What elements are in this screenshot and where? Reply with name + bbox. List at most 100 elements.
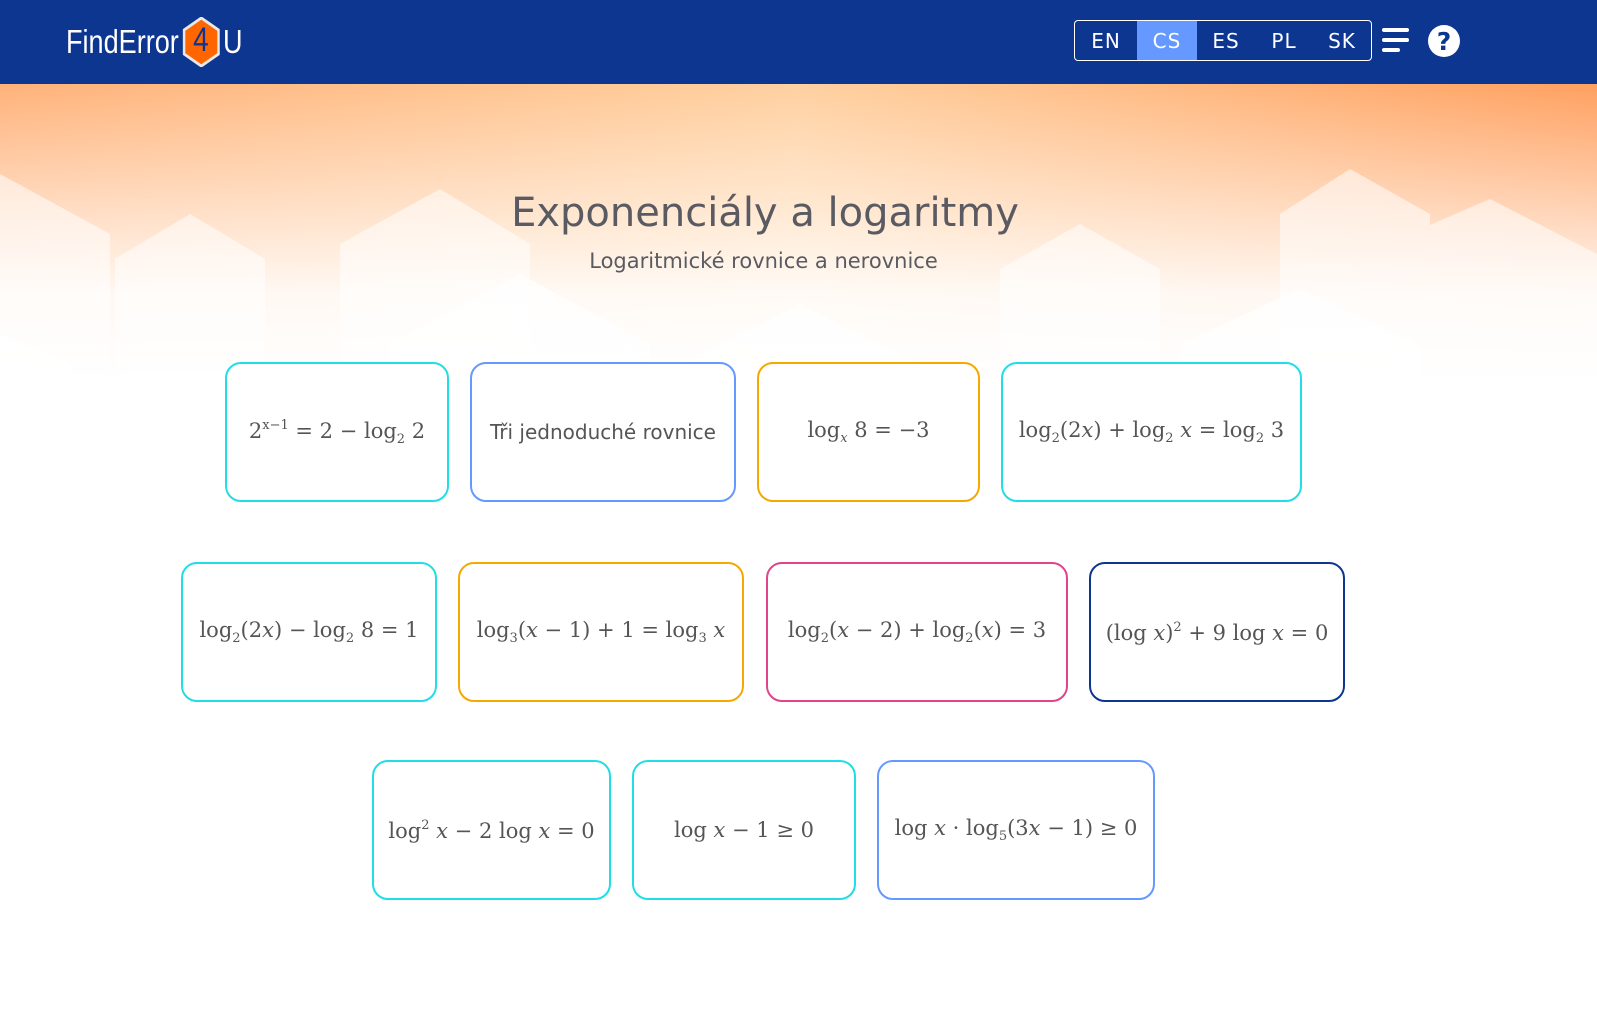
language-es[interactable]: ES [1212, 28, 1240, 53]
hero-background [0, 84, 1597, 384]
logo-digit: 4 [193, 21, 209, 59]
math-segment: x [1153, 620, 1166, 645]
exercise-card[interactable]: 2x−1 = 2 − log2 2 [225, 362, 449, 502]
math-segment: x [436, 818, 448, 843]
math-segment: 2 [1173, 619, 1182, 635]
math-segment: x [713, 818, 726, 842]
hero-banner [0, 84, 1597, 384]
math-segment: − 2) + log [849, 618, 966, 642]
math-segment: x [526, 618, 538, 642]
math-segment: = log [1192, 418, 1256, 442]
math-segment: x [538, 818, 551, 843]
math-segment: 2 [820, 631, 829, 646]
math-segment: x [837, 618, 850, 642]
math-segment: + 9 log [1181, 620, 1273, 645]
language-cs[interactable]: CS [1137, 21, 1197, 60]
exercise-card[interactable]: (log x)2 + 9 log x = 0 [1089, 562, 1345, 702]
math-segment: 2 [345, 631, 355, 646]
math-segment: 3 [698, 631, 707, 646]
exercise-label: 2x−1 = 2 − log2 2 [249, 418, 425, 447]
top-navbar: FindError 4 U EN CS ES PL SK ? [0, 0, 1597, 84]
page-title: Exponenciály a logaritmy [511, 190, 1019, 236]
language-en[interactable]: EN [1091, 28, 1121, 53]
math-segment: 2 [232, 631, 241, 646]
math-segment: ) − log [273, 618, 346, 642]
exercise-card[interactable]: log2 x − 2 log x = 0 [372, 760, 611, 900]
math-segment: ) = 3 [993, 618, 1047, 642]
math-segment: x [262, 618, 274, 642]
math-segment: x−1 [262, 417, 289, 433]
math-segment: 3 [1264, 418, 1285, 442]
math-segment: log [674, 818, 714, 842]
math-segment: x [1028, 816, 1041, 840]
exercise-card[interactable]: log2(x − 2) + log2(x) = 3 [766, 562, 1068, 702]
math-segment: 2 [1255, 431, 1265, 446]
exercise-label: logx 8 = −3 [807, 418, 929, 446]
math-segment: log [199, 618, 233, 642]
logo[interactable]: FindError 4 U [66, 16, 243, 68]
math-segment: x [840, 431, 848, 446]
math-segment: log [1018, 418, 1052, 442]
exercise-label: log2(2x) + log2 x = log2 3 [1019, 418, 1284, 446]
exercise-card[interactable]: log2(2x) − log2 8 = 1 [181, 562, 437, 702]
language-switcher: EN CS ES PL SK [1074, 20, 1372, 61]
question-circle-icon[interactable]: ? [1428, 25, 1460, 57]
math-segment: log [894, 816, 935, 840]
math-segment: 2 [248, 418, 263, 443]
exercise-label: log3(x − 1) + 1 = log3 x [477, 618, 726, 646]
math-segment: 3 [509, 631, 518, 646]
exercise-label: (log x)2 + 9 log x = 0 [1106, 620, 1329, 645]
math-segment: − 2 log [448, 818, 539, 843]
math-segment: = 0 [1284, 620, 1329, 645]
logo-text-right: U [223, 23, 243, 60]
exercise-label: Tři jednoduché rovnice [490, 420, 716, 444]
math-segment: ( [828, 618, 838, 642]
exercise-label: log x · log5(3x − 1) ≥ 0 [895, 816, 1138, 844]
math-segment: log [807, 418, 841, 442]
math-segment: x [934, 816, 946, 840]
math-segment: 2 [965, 631, 974, 646]
exercise-card[interactable]: log x − 1 ≥ 0 [632, 760, 856, 900]
math-segment: 2 [396, 431, 406, 447]
math-segment: x [981, 618, 994, 642]
math-segment: (3 [1007, 816, 1029, 840]
exercise-card[interactable]: log x · log5(3x − 1) ≥ 0 [877, 760, 1155, 900]
math-segment: x [1272, 620, 1284, 645]
exercise-card[interactable]: log2(2x) + log2 x = log2 3 [1001, 362, 1302, 502]
math-segment: ) [1165, 620, 1174, 645]
math-segment: (2 [1059, 418, 1082, 442]
exercise-label: log2 x − 2 log x = 0 [388, 818, 594, 843]
math-segment: 2 [405, 418, 426, 443]
math-segment: 5 [998, 829, 1008, 844]
math-segment: − 1) + 1 = log [537, 618, 699, 642]
math-segment: 2 [1165, 431, 1174, 446]
exercise-label: log2(2x) − log2 8 = 1 [199, 618, 418, 646]
math-segment: 2 [421, 817, 430, 833]
math-segment: · log [946, 816, 999, 840]
logo-hexagon-icon: 4 [182, 16, 220, 68]
page-subtitle: Logaritmické rovnice a nerovnice [589, 249, 938, 273]
math-segment: x [1180, 418, 1193, 442]
math-segment: 8 = 1 [354, 618, 419, 642]
language-pl[interactable]: PL [1271, 28, 1297, 53]
math-segment: x [713, 618, 726, 642]
math-segment: log [388, 818, 422, 843]
logo-text-left: FindError [66, 23, 179, 60]
language-sk[interactable]: SK [1328, 28, 1356, 53]
exercise-card[interactable]: Tři jednoduché rovnice [470, 362, 736, 502]
math-segment: (log [1105, 620, 1154, 645]
math-segment: 2 [1051, 431, 1060, 446]
hamburger-menu-icon[interactable] [1382, 28, 1409, 52]
math-segment: − 1 ≥ 0 [725, 818, 814, 842]
math-segment: ( [517, 618, 527, 642]
math-segment: = 2 − log [288, 418, 397, 443]
math-segment: = 0 [550, 818, 595, 843]
math-segment: log [787, 618, 821, 642]
math-segment: log [476, 618, 510, 642]
exercise-card[interactable]: logx 8 = −3 [757, 362, 980, 502]
math-segment: ( [973, 618, 982, 642]
math-segment: − 1) ≥ 0 [1040, 816, 1138, 840]
math-segment: x [1081, 418, 1094, 442]
exercise-label: log x − 1 ≥ 0 [674, 818, 814, 842]
exercise-card[interactable]: log3(x − 1) + 1 = log3 x [458, 562, 744, 702]
